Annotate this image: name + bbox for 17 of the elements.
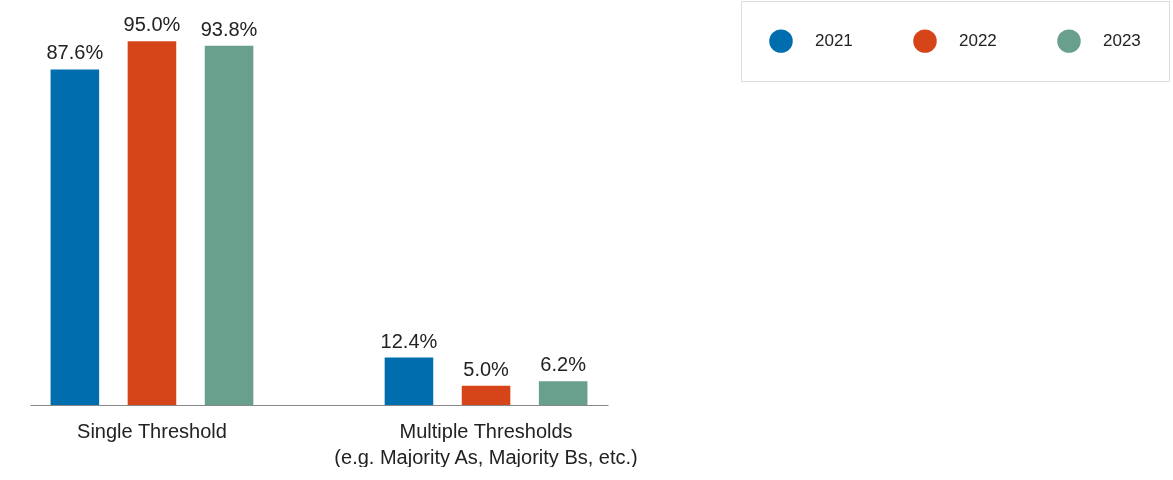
x-tick-label: Single Threshold xyxy=(77,419,227,442)
bar xyxy=(538,381,588,405)
data-label: 12.4% xyxy=(380,329,438,352)
data-label: 5.0% xyxy=(463,357,510,380)
x-tick-label: Multiple Thresholds (e.g. Majority As, Majority Bs, etc.) xyxy=(334,419,638,468)
bar xyxy=(384,357,434,405)
data-label: 93.8% xyxy=(200,17,258,40)
bar xyxy=(127,41,177,405)
data-label: 6.2% xyxy=(540,353,587,376)
bar xyxy=(461,385,511,405)
data-label: 87.6% xyxy=(46,41,104,64)
bar xyxy=(204,45,254,405)
legend-label: 2021 xyxy=(815,31,853,51)
bar xyxy=(50,69,100,405)
legend-label: 2023 xyxy=(1103,31,1141,51)
legend-label: 2022 xyxy=(959,31,997,51)
data-label: 95.0% xyxy=(123,13,181,36)
